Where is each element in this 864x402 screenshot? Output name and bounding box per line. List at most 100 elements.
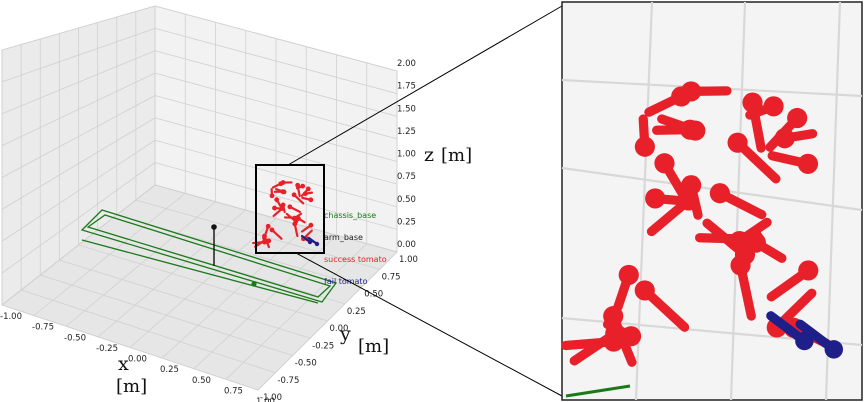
x-tick-label: 0.25 bbox=[160, 365, 179, 375]
success-tomato-point bbox=[266, 238, 272, 244]
legend-arm-base: arm_base bbox=[324, 233, 363, 242]
success-tomato-point bbox=[274, 197, 280, 203]
success-tomato-point bbox=[634, 280, 655, 301]
success-tomato-point bbox=[308, 197, 314, 203]
fail-tomato-point bbox=[314, 241, 320, 247]
z-tick-label: 0.00 bbox=[397, 240, 416, 250]
success-tomato-point bbox=[798, 260, 819, 281]
success-tomato-point bbox=[734, 244, 756, 265]
y-axis-unit: [m] bbox=[358, 336, 389, 357]
success-tomato-point bbox=[620, 326, 642, 347]
tomato-cluster bbox=[252, 180, 320, 249]
success-tomato-point bbox=[727, 132, 748, 153]
success-tomato-point bbox=[302, 191, 308, 197]
x-tick-label: -0.75 bbox=[32, 323, 54, 333]
success-tomato-point bbox=[262, 239, 267, 245]
y-tick-label: -0.75 bbox=[277, 376, 299, 386]
success-tomato-point bbox=[295, 215, 301, 221]
success-tomato-point bbox=[743, 229, 764, 250]
y-tick-label: 0.00 bbox=[330, 324, 349, 334]
z-tick-label: 1.75 bbox=[397, 82, 416, 92]
x-tick-label: -0.25 bbox=[96, 344, 118, 354]
x-tick-label: 1.00 bbox=[256, 397, 275, 402]
success-tomato-point bbox=[681, 175, 702, 196]
chassis-base-point bbox=[251, 281, 257, 287]
grid-line bbox=[193, 234, 337, 370]
grid-line bbox=[154, 5, 398, 72]
grid-line bbox=[161, 226, 307, 359]
x-tick-label: 0.00 bbox=[128, 355, 147, 365]
zoom-inset bbox=[561, 1, 863, 401]
y-tick-label: -0.25 bbox=[312, 341, 334, 351]
grid-line bbox=[1, 50, 156, 115]
x-axis-title: x bbox=[118, 353, 129, 375]
success-tomato-point bbox=[305, 186, 311, 192]
x-axis-unit: [m] bbox=[116, 376, 147, 397]
z-tick-label: 0.75 bbox=[397, 172, 416, 182]
fail-tomato-point bbox=[824, 340, 844, 359]
z-axis-title: z bbox=[424, 144, 434, 166]
legend-chassis-base: chassis_base bbox=[324, 211, 376, 220]
z-tick-label: 2.00 bbox=[397, 59, 416, 69]
y-tick-label: -0.50 bbox=[295, 359, 317, 369]
success-tomato-point bbox=[797, 153, 819, 174]
x-tick-label: -0.50 bbox=[64, 333, 86, 343]
success-tomato-point bbox=[287, 204, 293, 210]
y-tick-label: 0.75 bbox=[382, 272, 401, 282]
z-tick-label: 0.50 bbox=[397, 195, 416, 205]
legend-success-tomato: success tomato bbox=[324, 255, 387, 264]
grid-line bbox=[135, 199, 380, 270]
grid-line bbox=[257, 251, 398, 391]
success-tomato-point bbox=[774, 128, 795, 149]
zoom-highlight-box bbox=[255, 164, 325, 254]
success-tomato-point bbox=[654, 153, 675, 174]
success-tomato-point bbox=[763, 96, 784, 117]
y-tick-label: -1.00 bbox=[260, 393, 282, 402]
x-tick-label: -1.00 bbox=[0, 312, 22, 322]
y-axis-title: y bbox=[339, 323, 351, 345]
z-tick-label: 1.00 bbox=[397, 150, 416, 160]
y-tick-label: 1.00 bbox=[399, 255, 418, 265]
success-tomato-point bbox=[634, 136, 655, 157]
success-tomato-point bbox=[603, 331, 624, 352]
grid-line bbox=[225, 243, 368, 380]
x-tick-label: 0.50 bbox=[192, 376, 211, 386]
grid-line bbox=[78, 244, 328, 322]
grid-line bbox=[1, 27, 156, 83]
grid-line bbox=[154, 27, 398, 95]
chassis-base-rails bbox=[80, 209, 338, 304]
legend-fail-tomato: fail tomato bbox=[324, 277, 368, 286]
success-tomato-point bbox=[671, 86, 692, 107]
success-tomato-point bbox=[272, 205, 277, 211]
success-tomato-point bbox=[685, 120, 706, 141]
success-tomato-point bbox=[300, 183, 306, 189]
z-tick-label: 1.50 bbox=[397, 104, 416, 114]
success-tomato-point bbox=[291, 192, 297, 198]
success-tomato-point bbox=[269, 227, 275, 233]
success-tomato-point bbox=[278, 181, 284, 187]
success-tomato-point bbox=[645, 188, 666, 209]
success-tomato-point bbox=[787, 107, 808, 129]
grid-line bbox=[1, 72, 156, 146]
arm-base-point bbox=[211, 224, 217, 230]
success-tomato-point bbox=[709, 183, 730, 204]
success-tomato-point bbox=[293, 219, 299, 224]
zoom-connector-bottom bbox=[295, 252, 563, 397]
y-tick-label: 0.25 bbox=[347, 307, 366, 317]
success-tomato-point bbox=[618, 264, 639, 285]
zoom-connector-top bbox=[287, 5, 563, 166]
success-tomato-point bbox=[280, 202, 286, 208]
x-tick-label: 0.75 bbox=[224, 386, 243, 396]
success-tomato-point bbox=[265, 223, 271, 229]
success-tomato-point bbox=[269, 193, 275, 199]
grid-line bbox=[154, 184, 398, 253]
grid-line bbox=[1, 5, 156, 51]
success-tomato-point bbox=[281, 189, 287, 195]
grid-line bbox=[154, 50, 398, 117]
z-tick-label: 1.25 bbox=[397, 127, 416, 137]
grid-line bbox=[154, 72, 398, 140]
success-tomato-point bbox=[308, 222, 314, 228]
z-tick-label: 0.25 bbox=[397, 217, 416, 227]
z-axis-unit: [m] bbox=[441, 145, 472, 166]
